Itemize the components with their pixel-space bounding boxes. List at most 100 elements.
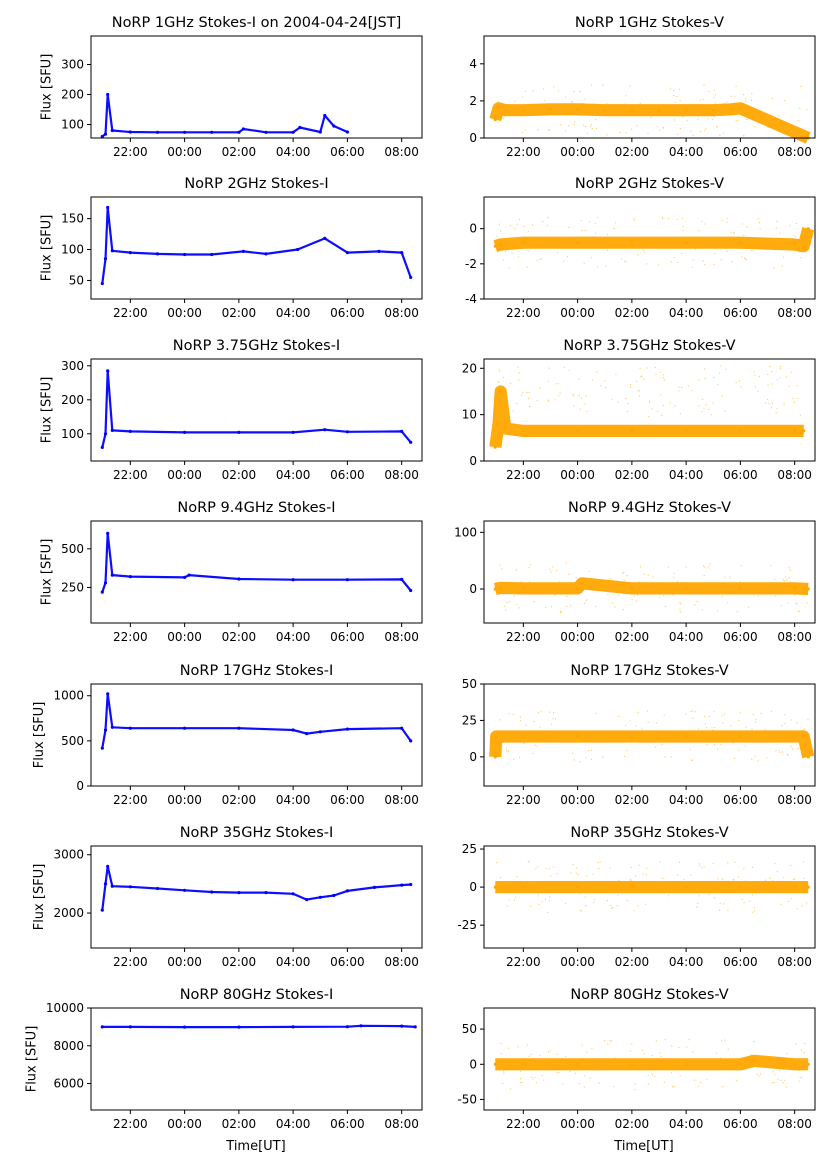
data-point — [554, 718, 557, 720]
data-point — [291, 578, 295, 582]
data-point — [413, 1025, 417, 1029]
data-point — [806, 885, 810, 889]
data-point — [586, 875, 588, 877]
data-point — [799, 748, 802, 750]
data-point — [645, 582, 647, 584]
data-point — [727, 217, 729, 219]
data-point — [755, 718, 757, 720]
data-point — [692, 710, 694, 712]
data-point — [743, 134, 745, 137]
data-point — [775, 412, 777, 414]
plot-frame — [90, 1007, 423, 1111]
data-point — [636, 380, 638, 382]
data-point — [704, 368, 706, 370]
data-point — [549, 1050, 551, 1052]
data-point — [637, 905, 639, 907]
data-point — [655, 1040, 657, 1042]
data-point — [682, 116, 684, 118]
data-point — [705, 109, 707, 111]
plot-frame — [90, 520, 423, 624]
data-point — [630, 1062, 634, 1066]
y-tick-label: -4 — [465, 292, 477, 306]
data-point — [580, 910, 583, 912]
data-point — [662, 374, 664, 376]
data-point — [755, 1062, 757, 1064]
data-point — [651, 1054, 653, 1057]
data-point — [573, 1063, 576, 1065]
data-point — [103, 257, 108, 261]
data-point — [752, 883, 755, 885]
data-point — [572, 394, 574, 396]
data-point — [528, 406, 531, 408]
data-point — [400, 883, 404, 887]
data-point — [675, 583, 678, 586]
data-point — [726, 101, 728, 103]
data-point — [681, 217, 684, 220]
data-point — [516, 876, 518, 878]
data-point — [627, 402, 629, 405]
subplot-10: 22:00 00:00 02:00 04:00 06:00 08:00 0 25 50 NoRP … — [462, 663, 816, 807]
data-point — [754, 126, 756, 128]
data-point — [741, 899, 743, 901]
data-point — [797, 747, 799, 750]
data-point — [767, 127, 769, 129]
data-point — [539, 387, 541, 389]
x-tick-label: 06:00 — [723, 1117, 758, 1131]
data-point — [714, 94, 717, 96]
data-point — [548, 891, 551, 893]
x-tick-label: 00:00 — [560, 1117, 595, 1131]
data-point — [706, 737, 708, 739]
data-point — [776, 408, 778, 410]
data-point — [673, 572, 675, 574]
data-point — [503, 426, 507, 431]
data-point — [699, 130, 702, 133]
data-point — [778, 115, 780, 117]
data-point — [741, 256, 743, 258]
x-tick-label: 06:00 — [723, 306, 758, 320]
data-point — [718, 909, 721, 911]
data-point — [758, 375, 761, 377]
data-point — [539, 1054, 541, 1057]
data-point — [667, 1067, 669, 1069]
data-point — [782, 1082, 785, 1084]
y-tick-label: 0 — [76, 779, 84, 793]
data-point — [400, 726, 404, 730]
data-point — [694, 711, 697, 713]
data-point — [795, 1043, 797, 1045]
data-point — [691, 759, 694, 762]
x-tick-label: 08:00 — [384, 468, 419, 482]
data-point — [551, 245, 553, 247]
data-point — [758, 1061, 760, 1063]
data-point — [698, 405, 700, 407]
data-point — [615, 222, 617, 224]
data-point — [409, 882, 413, 887]
data-point — [543, 881, 545, 883]
data-point — [685, 566, 687, 568]
data-point — [579, 892, 581, 894]
data-point — [582, 1059, 584, 1061]
data-point — [787, 602, 789, 604]
subplot-5: 22:00 00:00 02:00 04:00 06:00 08:00 100 200 300 N… — [40, 338, 423, 482]
x-axis-label-right: Time[UT] — [613, 1139, 673, 1154]
data-point — [506, 750, 508, 752]
data-point — [566, 1062, 568, 1065]
data-point — [757, 760, 759, 762]
data-point — [698, 895, 700, 897]
data-point — [783, 1079, 785, 1081]
y-tick-label: 0 — [469, 222, 477, 236]
data-point — [241, 127, 245, 131]
data-point — [508, 267, 510, 269]
data-point — [576, 241, 580, 245]
data-point — [657, 108, 661, 112]
data-point — [508, 601, 510, 603]
data-point — [536, 1082, 538, 1084]
data-point — [542, 88, 545, 90]
data-point — [771, 402, 774, 404]
data-point — [785, 376, 788, 378]
y-tick-label: -25 — [457, 918, 477, 932]
data-point — [547, 380, 550, 382]
data-point — [530, 1076, 533, 1078]
data-point — [535, 868, 537, 870]
data-point — [623, 732, 625, 735]
